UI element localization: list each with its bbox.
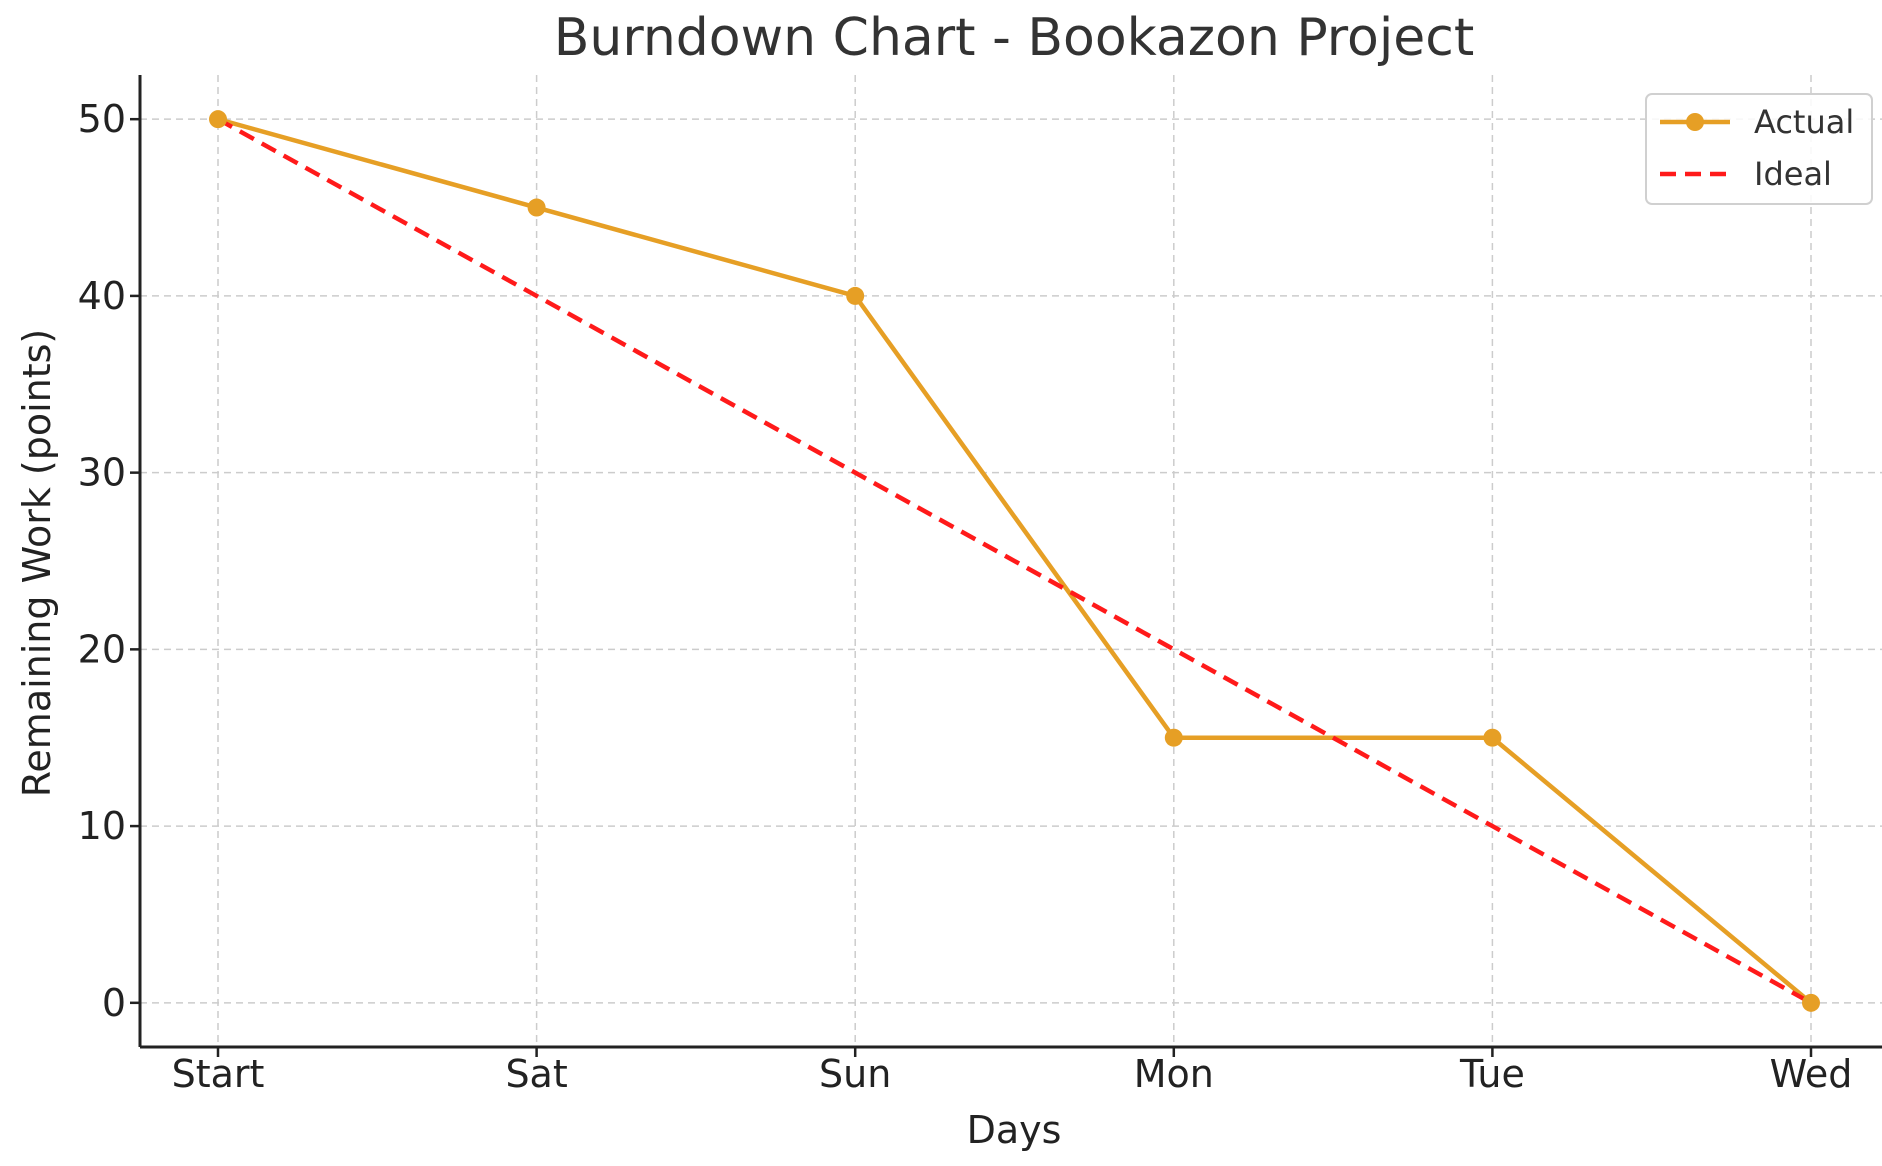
x-tick-label: Sun xyxy=(819,1052,891,1096)
grid xyxy=(140,75,1882,1047)
x-tick-label: Sat xyxy=(505,1052,567,1096)
legend-marker-actual xyxy=(1686,113,1704,131)
data-point-actual xyxy=(1483,728,1502,747)
y-tick-label: 50 xyxy=(78,97,126,141)
series-line-actual xyxy=(217,117,1813,1005)
x-tick-label: Tue xyxy=(1459,1052,1525,1096)
axes: Start Sat Sun Mon Tue Wed 0 10 20 30 40 50 xyxy=(78,75,1882,1096)
y-tick-label: 30 xyxy=(78,451,126,495)
x-axis-label: Days xyxy=(967,1108,1062,1152)
y-tick-label: 40 xyxy=(78,274,126,318)
data-point-actual xyxy=(209,110,227,129)
chart-title: Burndown Chart - Bookazon Project xyxy=(554,8,1475,68)
y-tick-label: 0 xyxy=(102,981,126,1025)
y-tick-label: 10 xyxy=(78,804,126,848)
legend: Actual Ideal xyxy=(1645,93,1873,205)
series-line-ideal xyxy=(216,117,1813,1005)
y-tick-label: 20 xyxy=(78,627,126,671)
data-point-actual xyxy=(846,286,865,305)
legend-label-actual: Actual xyxy=(1754,103,1854,141)
y-axis-label: Remaining Work (points) xyxy=(15,329,59,798)
legend-label-ideal: Ideal xyxy=(1754,155,1832,193)
series-group xyxy=(209,110,1820,1012)
x-tick-label: Wed xyxy=(1770,1052,1853,1096)
data-point-actual xyxy=(527,198,546,217)
data-point-actual xyxy=(1802,993,1820,1012)
data-point-actual xyxy=(1164,728,1183,747)
x-tick-label: Start xyxy=(172,1052,265,1096)
x-tick-label: Mon xyxy=(1134,1052,1214,1096)
